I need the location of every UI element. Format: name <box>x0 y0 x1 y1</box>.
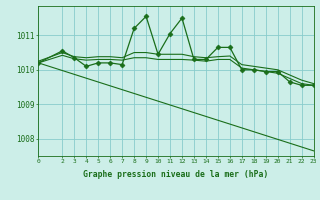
X-axis label: Graphe pression niveau de la mer (hPa): Graphe pression niveau de la mer (hPa) <box>84 170 268 179</box>
